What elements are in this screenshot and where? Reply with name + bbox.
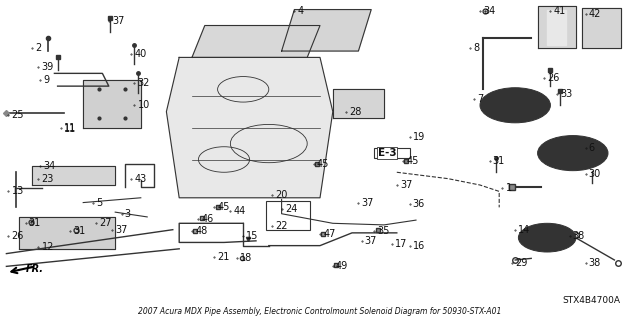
Text: 12: 12	[42, 242, 54, 252]
Text: 22: 22	[275, 221, 288, 232]
Text: 34: 34	[44, 161, 56, 171]
Text: 45: 45	[406, 156, 419, 166]
Text: 26: 26	[547, 73, 559, 83]
Text: STX4B4700A: STX4B4700A	[563, 296, 621, 305]
Text: 17: 17	[395, 239, 407, 249]
Text: 3: 3	[125, 209, 131, 219]
Text: 2007 Acura MDX Pipe Assembly, Electronic Controlmount Solenoid Diagram for 50930: 2007 Acura MDX Pipe Assembly, Electronic…	[138, 307, 502, 316]
Text: 37: 37	[112, 16, 124, 26]
Bar	[266, 201, 310, 230]
Text: 44: 44	[234, 205, 246, 216]
Text: 46: 46	[202, 213, 214, 224]
Text: 10: 10	[138, 100, 150, 110]
Text: 8: 8	[474, 43, 480, 53]
Text: 30: 30	[589, 169, 601, 179]
Text: 23: 23	[42, 174, 54, 184]
Polygon shape	[192, 26, 320, 57]
Text: 16: 16	[413, 241, 425, 251]
Text: 9: 9	[44, 75, 50, 85]
Text: 27: 27	[99, 218, 112, 228]
Text: 28: 28	[349, 107, 361, 117]
Circle shape	[538, 136, 608, 171]
Text: FR.: FR.	[26, 263, 44, 274]
Text: 18: 18	[240, 253, 252, 263]
Polygon shape	[282, 10, 371, 51]
Polygon shape	[333, 89, 384, 118]
Text: 4: 4	[298, 6, 304, 16]
Text: 15: 15	[246, 231, 259, 241]
Text: 31: 31	[493, 156, 505, 166]
Text: 32: 32	[138, 78, 150, 88]
Text: 2: 2	[35, 43, 42, 53]
Text: 38: 38	[589, 258, 601, 268]
Text: E-3: E-3	[378, 148, 396, 158]
Circle shape	[529, 229, 565, 247]
Text: 40: 40	[134, 49, 147, 59]
Text: 34: 34	[483, 6, 495, 16]
Text: 49: 49	[336, 261, 348, 271]
Text: 13: 13	[12, 186, 24, 197]
Text: 38: 38	[573, 231, 585, 241]
Circle shape	[518, 223, 576, 252]
Text: 42: 42	[589, 9, 601, 19]
Polygon shape	[166, 57, 333, 198]
Text: 20: 20	[275, 189, 287, 200]
Polygon shape	[83, 80, 141, 128]
Text: 47: 47	[323, 229, 335, 240]
Polygon shape	[538, 6, 576, 48]
Text: 11: 11	[64, 122, 76, 133]
Circle shape	[506, 100, 525, 110]
Text: 26: 26	[12, 231, 24, 241]
Text: 1: 1	[506, 183, 512, 193]
Text: 29: 29	[515, 258, 527, 268]
Polygon shape	[582, 8, 621, 48]
Circle shape	[550, 142, 595, 164]
Circle shape	[493, 94, 538, 116]
Text: 25: 25	[12, 110, 24, 120]
Polygon shape	[547, 10, 566, 45]
Text: 43: 43	[134, 174, 147, 184]
Text: 5: 5	[96, 197, 102, 208]
Text: 6: 6	[589, 143, 595, 153]
Text: 37: 37	[362, 197, 374, 208]
Text: 39: 39	[42, 62, 54, 72]
Circle shape	[480, 88, 550, 123]
Text: 24: 24	[285, 204, 297, 214]
Text: 37: 37	[115, 225, 127, 235]
Text: 11: 11	[64, 124, 76, 134]
Text: 7: 7	[477, 94, 483, 104]
Text: 33: 33	[560, 89, 572, 99]
Polygon shape	[32, 166, 115, 185]
Text: 48: 48	[195, 226, 207, 236]
Bar	[374, 148, 410, 158]
Text: 19: 19	[413, 132, 425, 142]
Text: 31: 31	[74, 226, 86, 236]
Text: 36: 36	[413, 199, 425, 209]
Text: 35: 35	[378, 226, 390, 236]
Polygon shape	[19, 217, 115, 249]
Circle shape	[563, 148, 582, 158]
Text: 14: 14	[518, 225, 531, 235]
Text: 21: 21	[218, 252, 230, 262]
Text: 45: 45	[317, 159, 329, 169]
Text: 41: 41	[554, 6, 566, 16]
Text: 31: 31	[29, 218, 41, 228]
Text: 37: 37	[400, 180, 412, 190]
Text: 45: 45	[218, 202, 230, 212]
Text: 37: 37	[365, 236, 377, 246]
